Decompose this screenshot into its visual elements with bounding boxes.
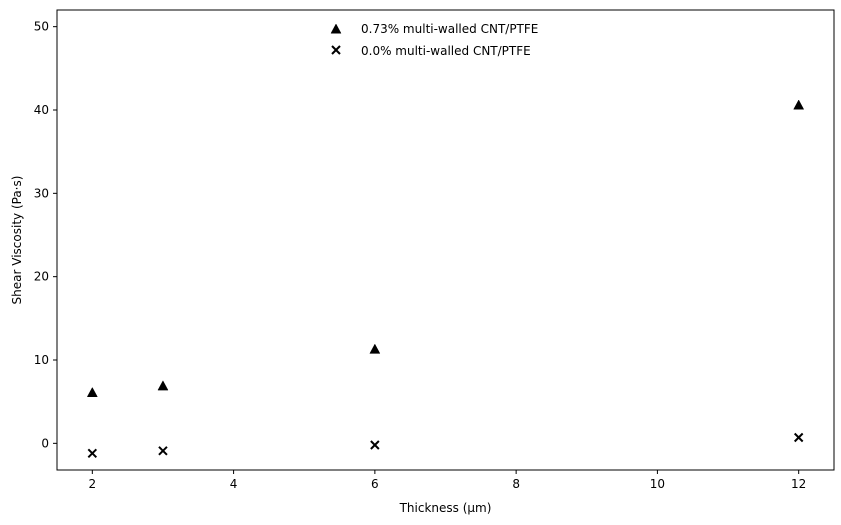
y-tick-label: 0 bbox=[41, 436, 49, 450]
data-point-x bbox=[87, 448, 98, 459]
legend-marker-triangle bbox=[330, 23, 342, 34]
x-axis-ticks: 2 4 6 8 10 12 bbox=[88, 470, 806, 491]
y-axis-label: Shear Viscosity (Pa·s) bbox=[10, 176, 24, 305]
y-tick-label: 30 bbox=[34, 186, 49, 200]
y-tick-label: 40 bbox=[34, 103, 49, 117]
legend-x-icon bbox=[331, 45, 341, 55]
data-point-triangle bbox=[86, 386, 98, 397]
data-point-triangle bbox=[369, 343, 381, 354]
data-point-triangle bbox=[157, 380, 169, 391]
data-point-x bbox=[370, 440, 380, 450]
legend-label-1: 0.0% multi-walled CNT/PTFE bbox=[361, 44, 531, 58]
legend: 0.73% multi-walled CNT/PTFE 0.0% multi-w… bbox=[330, 22, 538, 58]
data-point-x bbox=[158, 446, 168, 456]
data-markers bbox=[86, 99, 805, 459]
data-point-triangle bbox=[793, 99, 805, 110]
x-tick-label: 8 bbox=[512, 477, 520, 491]
x-tick-label: 4 bbox=[230, 477, 238, 491]
legend-label-0: 0.73% multi-walled CNT/PTFE bbox=[361, 22, 538, 36]
x-tick-label: 2 bbox=[88, 477, 96, 491]
legend-triangle-icon bbox=[330, 23, 342, 34]
y-tick-label: 20 bbox=[34, 270, 49, 284]
data-point-x bbox=[793, 432, 804, 443]
y-tick-label: 50 bbox=[34, 20, 49, 34]
y-tick-label: 10 bbox=[34, 353, 49, 367]
x-tick-label: 6 bbox=[371, 477, 379, 491]
x-tick-label: 10 bbox=[650, 477, 665, 491]
plot-area bbox=[56, 9, 835, 471]
legend-marker-x bbox=[331, 45, 341, 55]
x-tick-label: 12 bbox=[791, 477, 806, 491]
x-axis-label: Thickness (μm) bbox=[399, 501, 492, 515]
y-axis-ticks: 0 10 20 30 40 50 bbox=[34, 20, 57, 450]
